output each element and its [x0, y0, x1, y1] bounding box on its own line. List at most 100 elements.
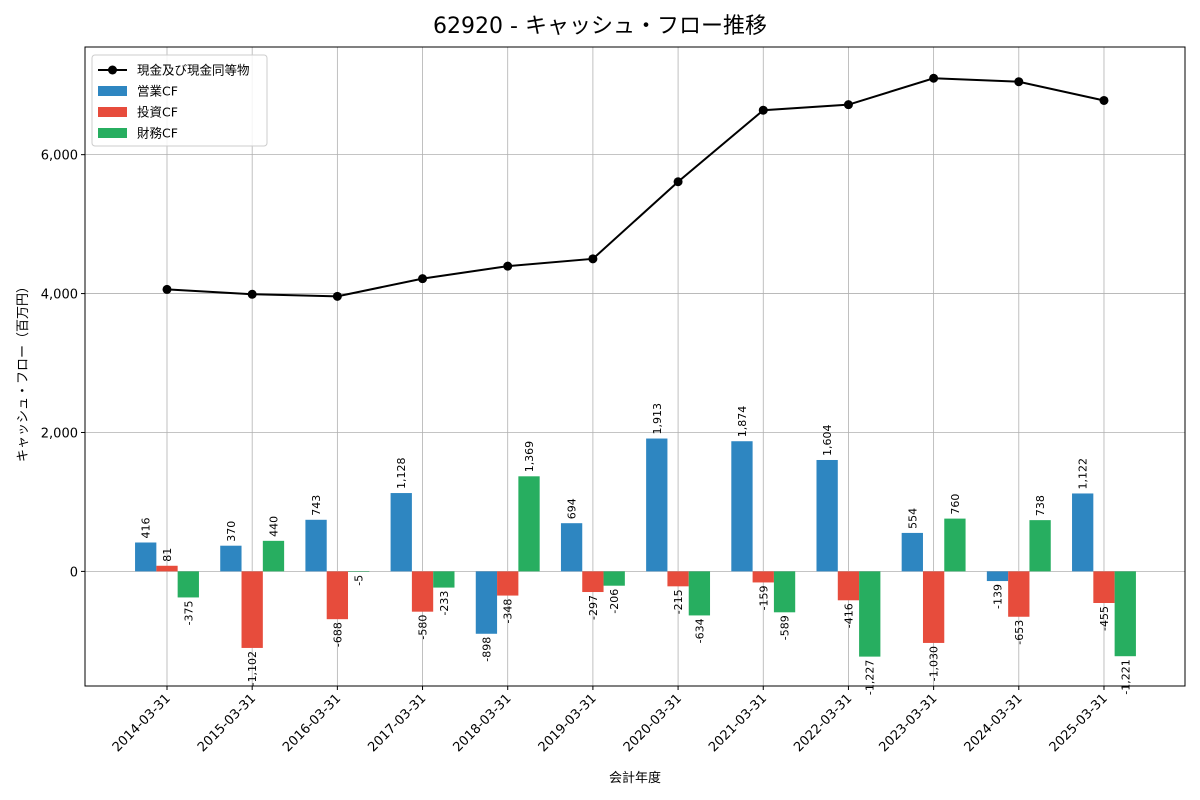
bar [1008, 571, 1030, 617]
x-tick-label: 2018-03-31 [451, 691, 515, 755]
bar [220, 545, 242, 572]
bar [901, 532, 923, 572]
bar-labels-layer: 416 370 743 1,128 -898 694 1,913 1,874 1,604 554 -… [140, 403, 1133, 695]
bar [773, 571, 796, 613]
bar-value-label: 1,604 [821, 424, 834, 456]
legend-bar-swatch [98, 86, 127, 96]
bar [752, 571, 774, 583]
bar [497, 571, 519, 596]
bar-value-label: -348 [502, 599, 515, 624]
bar [262, 540, 285, 572]
bar [667, 571, 689, 587]
bar [411, 571, 434, 612]
bar [688, 571, 711, 616]
bar-value-label: -233 [438, 591, 451, 616]
bar-value-label: -206 [608, 589, 621, 614]
bar-value-label: -215 [672, 589, 685, 614]
y-tick-label: 4,000 [41, 288, 78, 303]
bar [582, 571, 604, 593]
bar [731, 441, 753, 572]
cash-point [673, 177, 683, 187]
y-tick-label: 0 [70, 565, 78, 580]
bar [326, 571, 349, 620]
plot-frame [84, 46, 1186, 687]
bar-value-label: 1,122 [1077, 458, 1090, 490]
bars-layer [135, 438, 1136, 657]
bar-value-label: -375 [182, 600, 195, 625]
x-tick-label: 2015-03-31 [195, 691, 259, 755]
bar [922, 571, 945, 643]
x-tick-label: 2025-03-31 [1047, 691, 1111, 755]
legend-box [91, 54, 268, 147]
x-axis-label: 会計年度 [609, 770, 661, 786]
bar [859, 571, 881, 657]
bar-value-label: 738 [1034, 495, 1047, 516]
legend-bar-swatch [98, 128, 127, 138]
bar-value-label: 554 [906, 508, 919, 529]
x-tick-label: 2017-03-31 [365, 691, 429, 755]
bar-value-label: -1,227 [864, 660, 877, 695]
cash-point [758, 105, 768, 115]
line-layer [162, 73, 1109, 301]
bar [177, 571, 199, 598]
cash-line [166, 77, 1105, 298]
y-tick-label: 6,000 [41, 149, 78, 164]
bar [560, 523, 583, 572]
bar [1114, 571, 1136, 657]
bar-value-label: 1,128 [395, 458, 408, 490]
bar-value-label: -634 [693, 618, 706, 643]
bar [646, 438, 668, 572]
cash-point [843, 100, 853, 110]
bar [1093, 571, 1115, 603]
x-tick-label: 2016-03-31 [280, 691, 344, 755]
y-tick-label: 2,000 [41, 426, 78, 441]
bar [1029, 520, 1051, 572]
bar [837, 571, 860, 601]
bar [156, 565, 178, 572]
legend-label: 財務CF [137, 126, 178, 141]
bar-value-label: -416 [842, 603, 855, 628]
bar-value-label: 370 [225, 521, 238, 542]
bar-value-label: -898 [480, 637, 493, 662]
bar [944, 518, 966, 572]
cash-point [588, 254, 598, 264]
bar [816, 459, 838, 572]
bar [518, 476, 540, 572]
bar-value-label: -589 [779, 615, 792, 640]
bar-value-label: -159 [757, 585, 770, 610]
cash-point [929, 73, 939, 83]
bar-value-label: -688 [331, 622, 344, 647]
bar [475, 571, 498, 634]
bar [348, 571, 370, 572]
x-tick-label: 2020-03-31 [621, 691, 685, 755]
legend-marker-swatch [108, 65, 117, 75]
chart-title: 62920 - キャッシュ・フロー推移 [433, 14, 767, 39]
x-tick-label: 2023-03-31 [876, 691, 940, 755]
cash-point [1099, 95, 1109, 105]
bar-value-label: 694 [566, 498, 579, 519]
bar-value-label: -653 [1013, 620, 1026, 645]
bar-value-label: -455 [1098, 606, 1111, 631]
bar [241, 571, 263, 648]
x-tick-label: 2019-03-31 [536, 691, 600, 755]
cash-point [1014, 77, 1024, 87]
bar [135, 542, 157, 572]
y-axis-label: キャッシュ・フロー（百万円） [16, 280, 31, 462]
bar-value-label: -1,102 [246, 651, 259, 686]
cash-point [418, 274, 428, 284]
bar-value-label: -580 [417, 615, 430, 640]
x-tick-label: 2014-03-31 [110, 691, 174, 755]
bar-value-label: 416 [140, 518, 153, 539]
bar [433, 571, 455, 588]
axis-ticks: 0 2,000 4,000 6,000 2014-03-31 2015-03-31 2016… [41, 149, 1111, 756]
x-tick-label: 2024-03-31 [962, 691, 1026, 755]
bar-value-label: 1,913 [651, 403, 664, 435]
bar [305, 519, 327, 572]
bar [1072, 493, 1094, 572]
legend-label: 営業CF [137, 84, 178, 99]
bar-value-label: 1,874 [736, 406, 749, 438]
bar-value-label: -297 [587, 595, 600, 620]
bar-value-label: -1,030 [928, 646, 941, 681]
